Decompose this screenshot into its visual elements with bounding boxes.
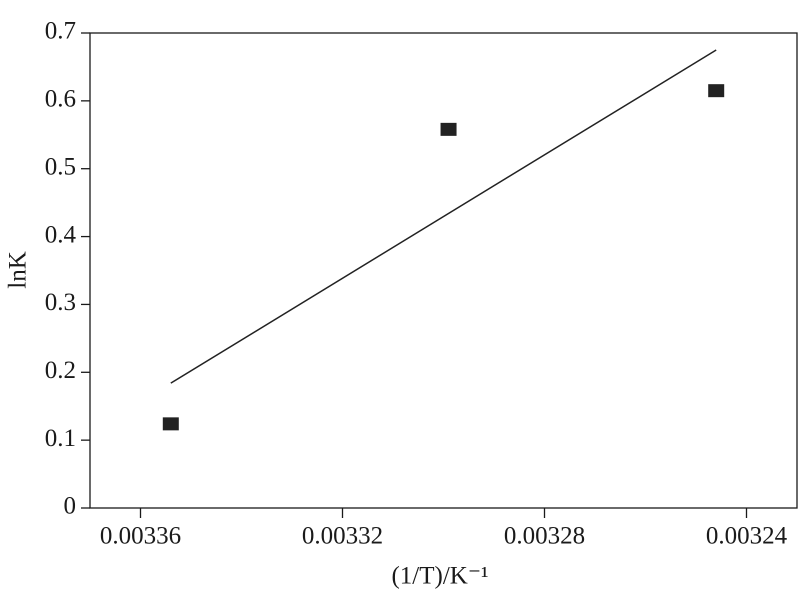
y-tick-label: 0.5 (45, 153, 76, 180)
y-tick-label: 0.3 (45, 289, 76, 316)
y-tick-label: 0.1 (45, 425, 76, 452)
y-axis-label: lnK (5, 251, 32, 289)
y-tick-label: 0 (64, 493, 77, 520)
x-tick-label: 0.00336 (100, 523, 181, 550)
x-tick-label: 0.00332 (302, 523, 383, 550)
data-point (162, 417, 179, 431)
y-tick-label: 0.2 (45, 357, 76, 384)
y-tick-label: 0.7 (45, 18, 76, 45)
x-tick-label: 0.00324 (706, 523, 788, 550)
x-axis-label: (1/T)/K⁻¹ (391, 563, 488, 590)
plot-frame (89, 32, 798, 509)
data-point (708, 84, 725, 98)
x-tick-label: 0.00328 (504, 523, 585, 550)
fit-line (170, 49, 717, 384)
y-tick-label: 0.4 (45, 221, 77, 248)
data-point (440, 122, 457, 136)
y-tick-label: 0.6 (45, 86, 76, 113)
